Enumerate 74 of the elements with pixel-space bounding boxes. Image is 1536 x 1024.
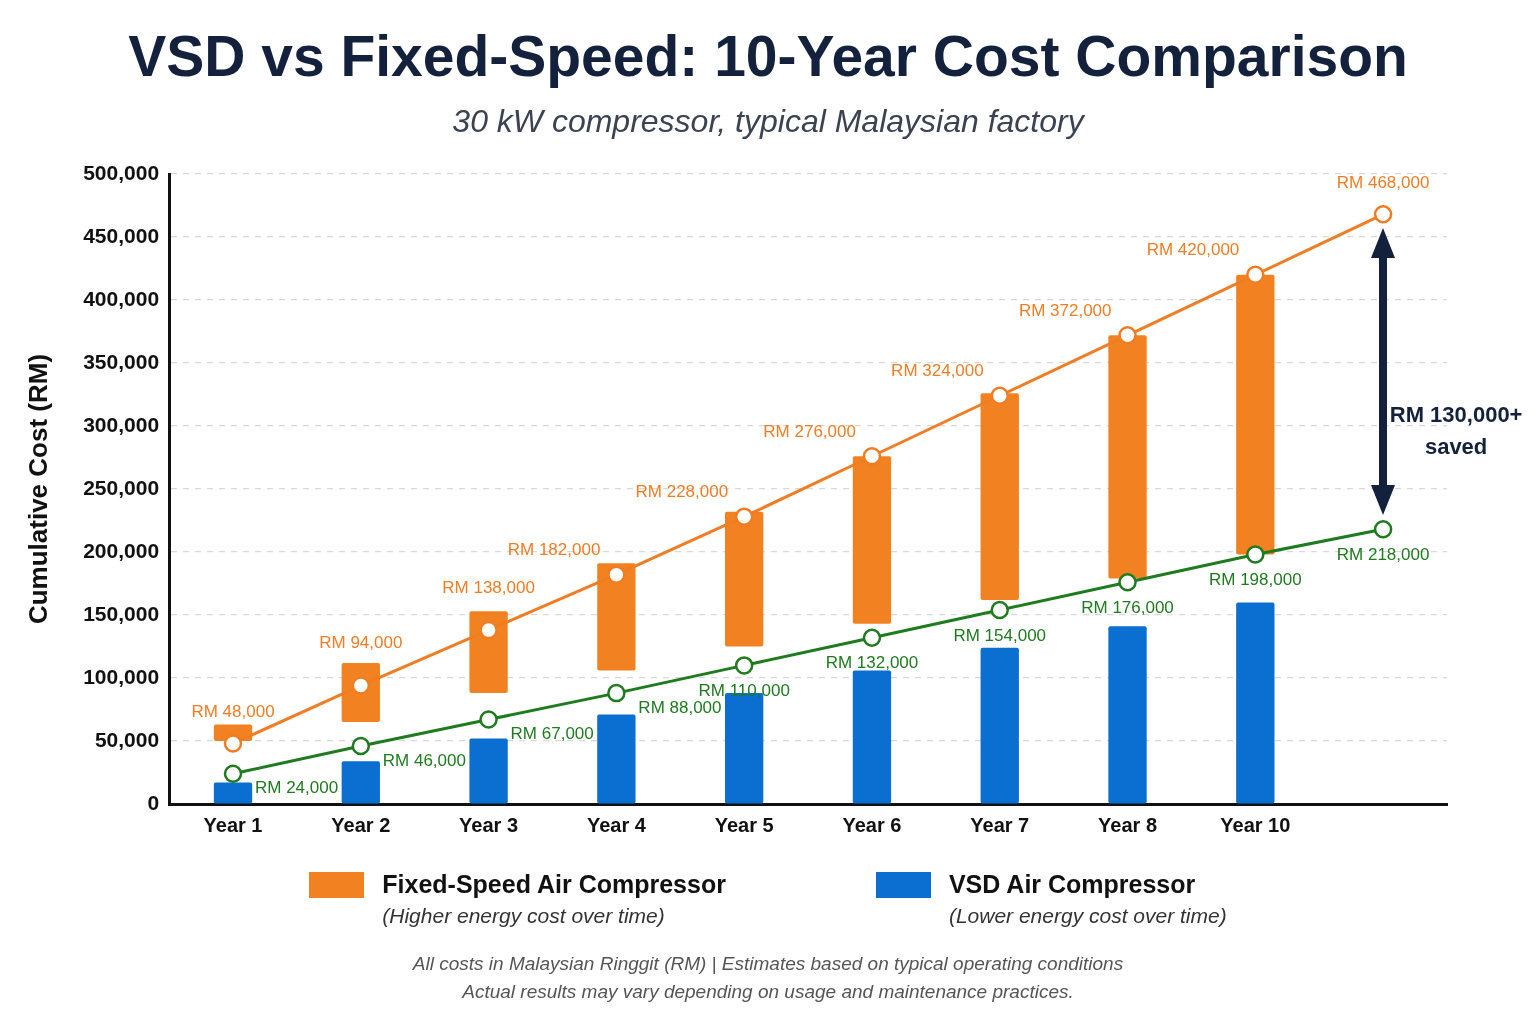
data-label: RM 324,000 — [891, 361, 984, 381]
bar — [980, 647, 1019, 804]
data-label: RM 218,000 — [1336, 545, 1430, 565]
point — [990, 386, 1009, 406]
y-tick-label: 250,000 — [83, 475, 160, 499]
point — [1373, 205, 1393, 224]
chart-subtitle: 30 kW compressor, typical Malaysian factory — [451, 102, 1086, 140]
point — [862, 446, 882, 466]
point — [479, 710, 498, 729]
y-tick-label: 450,000 — [83, 223, 160, 247]
y-tick-label: 300,000 — [83, 412, 160, 436]
point — [1118, 572, 1137, 592]
text: Actual results may vary depending on usage and maintenance practices. — [460, 980, 1075, 1004]
legend-label: VSD Air Compressor (Lower energy cost over time) — [948, 869, 1227, 929]
point — [1246, 545, 1265, 564]
bar — [852, 670, 892, 804]
text: All costs in Malaysian Ringgit (RM) | Estimates based on typical operating conditions — [411, 952, 1125, 976]
bar — [213, 782, 253, 804]
data-label: RM 138,000 — [442, 577, 535, 597]
bar — [597, 714, 636, 804]
data-label: RM 46,000 — [382, 750, 466, 770]
data-label: RM 276,000 — [763, 421, 856, 441]
data-label: RM 94,000 — [319, 633, 403, 653]
point — [734, 507, 754, 526]
bar — [1236, 602, 1275, 804]
x-tick-label: Year 1 — [203, 813, 263, 836]
bar — [1108, 626, 1147, 804]
y-tick-label: 50,000 — [94, 727, 160, 751]
data-label: RM 420,000 — [1146, 240, 1240, 260]
data-label: RM 154,000 — [953, 625, 1047, 645]
y-tick-label: 350,000 — [83, 349, 160, 373]
point — [1373, 520, 1393, 539]
annotation: RM 130,000+ saved — [1389, 401, 1523, 459]
bar — [469, 738, 508, 804]
point — [479, 620, 498, 640]
point — [862, 628, 882, 647]
point — [607, 683, 626, 703]
point — [223, 734, 243, 753]
x-tick-label: Year 10 — [1220, 813, 1291, 836]
x-tick-label: Year 4 — [586, 813, 647, 836]
chart-title: VSD vs Fixed-Speed: 10-Year Cost Comparison — [127, 23, 1409, 90]
data-label: RM 48,000 — [191, 702, 275, 722]
legend-label: Fixed-Speed Air Compressor (Higher energy cost over time) — [382, 869, 726, 929]
x-tick-label: Year 7 — [970, 813, 1030, 836]
bar — [469, 611, 508, 694]
y-tick-label: 150,000 — [83, 601, 160, 625]
point — [734, 656, 754, 675]
data-label: RM 198,000 — [1209, 570, 1302, 590]
data-label: RM 182,000 — [507, 540, 601, 560]
point — [223, 764, 243, 784]
x-tick-label: Year 5 — [714, 813, 774, 836]
point — [990, 600, 1009, 620]
y-tick-label: 0 — [147, 790, 160, 814]
data-label: RM 176,000 — [1081, 597, 1174, 617]
y-tick-label: 400,000 — [83, 286, 160, 310]
point — [1246, 265, 1265, 285]
data-label: RM 228,000 — [635, 482, 729, 502]
data-label: RM 24,000 — [255, 778, 339, 798]
data-label: RM 132,000 — [825, 653, 919, 673]
bar — [724, 511, 764, 647]
data-label: RM 468,000 — [1336, 173, 1430, 193]
bar — [597, 563, 636, 671]
y-tick-label: 100,000 — [83, 664, 160, 688]
y-tick-label: 200,000 — [83, 538, 160, 562]
x-tick-label: Year 2 — [331, 813, 391, 836]
point — [351, 736, 371, 756]
x-tick-label: Year 8 — [1098, 813, 1157, 836]
y-axis-title: Cumulative Cost (RM) — [22, 353, 53, 625]
data-label: RM 67,000 — [510, 724, 594, 744]
data-label: RM 372,000 — [1018, 300, 1112, 320]
bar — [341, 761, 380, 804]
x-tick-label: Year 3 — [459, 813, 519, 836]
x-tick-label: Year 6 — [842, 813, 902, 836]
y-tick-label: 500,000 — [83, 160, 160, 184]
